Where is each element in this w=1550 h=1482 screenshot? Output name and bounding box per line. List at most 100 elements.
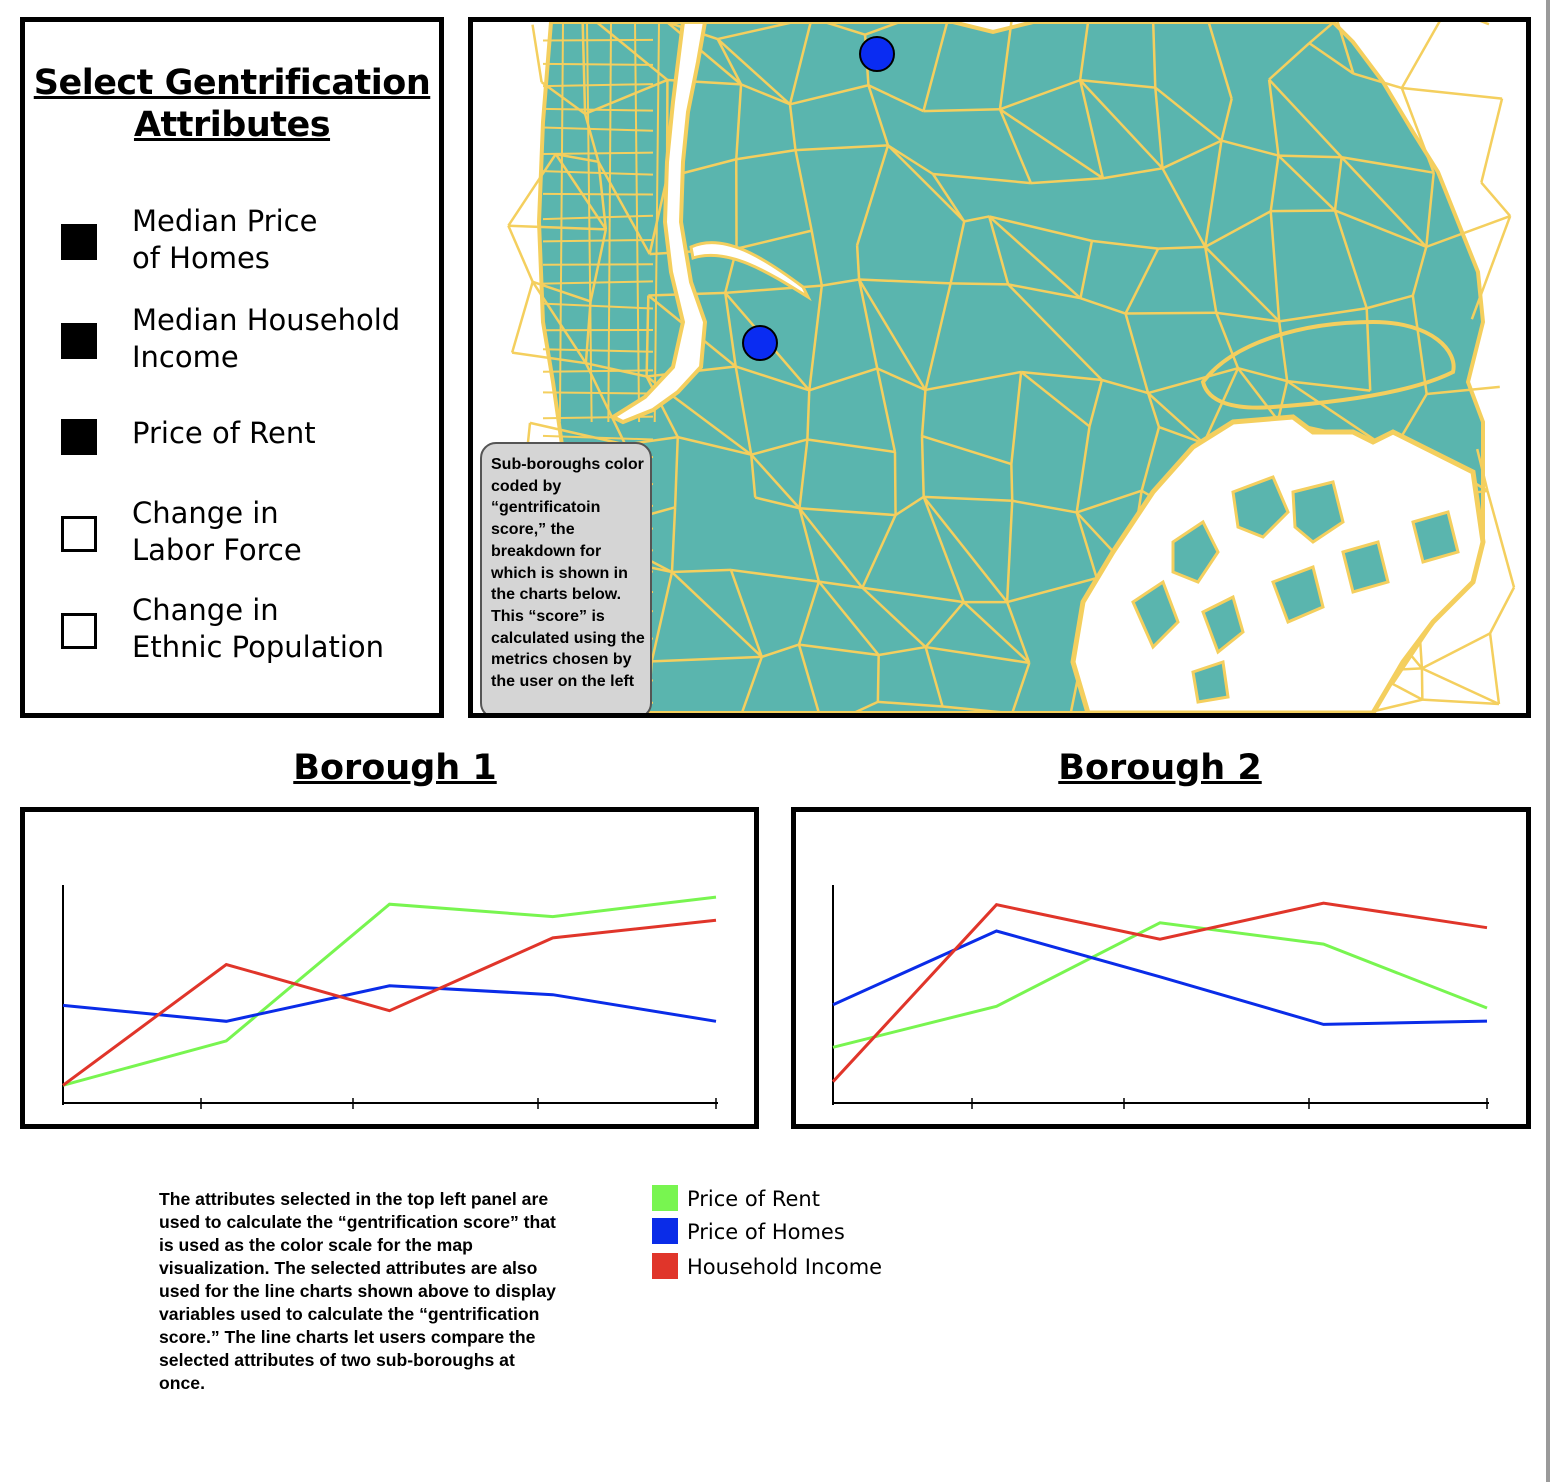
sub-borough-border bbox=[673, 437, 680, 508]
sub-borough-border bbox=[677, 435, 752, 456]
sub-borough-border bbox=[864, 22, 904, 36]
sub-borough-border bbox=[1158, 425, 1205, 445]
sub-borough-border bbox=[1216, 311, 1280, 323]
sub-borough-border bbox=[725, 284, 822, 295]
sub-borough-border bbox=[666, 22, 742, 86]
sub-borough-border bbox=[1333, 157, 1343, 211]
sub-borough-border bbox=[1421, 667, 1500, 706]
sub-borough-border bbox=[962, 601, 1031, 664]
sub-borough-border bbox=[920, 389, 927, 437]
sub-borough-border bbox=[1102, 167, 1163, 180]
sub-borough-border bbox=[734, 366, 753, 455]
line-chart-borough-2 bbox=[791, 807, 1531, 1129]
chart-plot-borough-2 bbox=[831, 885, 1489, 1109]
sub-borough-border bbox=[859, 278, 951, 285]
sub-borough-border bbox=[1333, 210, 1368, 309]
sub-borough-border bbox=[988, 215, 1093, 243]
sub-borough-border bbox=[511, 351, 587, 365]
sub-borough-border bbox=[1366, 294, 1414, 310]
sub-borough-border bbox=[750, 454, 757, 498]
river bbox=[608, 22, 708, 425]
sub-borough-border bbox=[1400, 87, 1435, 174]
sub-borough-border bbox=[1353, 72, 1403, 90]
attributes-panel: Select Gentrification Attributes Median … bbox=[20, 17, 444, 718]
sub-borough-border bbox=[653, 22, 660, 423]
borough-marker-1[interactable] bbox=[859, 36, 895, 72]
sub-borough-border bbox=[1125, 311, 1217, 315]
sub-borough-border bbox=[1012, 499, 1077, 514]
sub-borough-border bbox=[1080, 296, 1126, 315]
sub-borough-border bbox=[807, 438, 896, 454]
sub-borough-border bbox=[1221, 139, 1279, 157]
island bbox=[1131, 579, 1180, 650]
sub-borough-border bbox=[651, 655, 762, 663]
sub-borough-border bbox=[806, 390, 811, 440]
sub-borough-border bbox=[1237, 366, 1288, 383]
sub-borough-border bbox=[1203, 246, 1218, 313]
sub-borough-border bbox=[750, 438, 808, 456]
line-chart-borough-1 bbox=[20, 807, 759, 1129]
sub-borough-border bbox=[1161, 167, 1207, 248]
chart-plot-borough-1 bbox=[62, 885, 718, 1109]
chart-title-borough-1: Borough 1 bbox=[293, 748, 497, 788]
sub-borough-border bbox=[1422, 698, 1500, 706]
sub-borough-border bbox=[924, 601, 965, 648]
checkbox-change-ethnic-population[interactable] bbox=[61, 613, 97, 649]
sub-borough-border bbox=[862, 586, 964, 604]
sub-borough-border bbox=[670, 507, 677, 573]
option-label: Change in Ethnic Population bbox=[132, 593, 385, 664]
sub-borough-border bbox=[594, 22, 669, 81]
sub-borough-border bbox=[1207, 22, 1233, 100]
sub-borough-map[interactable] bbox=[473, 22, 1526, 713]
sub-borough-border bbox=[542, 391, 654, 395]
sub-borough-border bbox=[531, 24, 543, 83]
sub-borough-border bbox=[924, 283, 952, 391]
sub-borough-border bbox=[893, 451, 897, 516]
sub-borough-border bbox=[542, 369, 654, 373]
sub-borough-border bbox=[1075, 512, 1098, 579]
sub-borough-border bbox=[818, 580, 863, 589]
sub-borough-border bbox=[1076, 489, 1143, 514]
map-annotation: Sub-boroughs color coded by “gentrificat… bbox=[480, 442, 652, 713]
sub-borough-border bbox=[1400, 22, 1441, 89]
sub-borough-border bbox=[789, 84, 869, 106]
sub-borough-border bbox=[1147, 392, 1205, 445]
series-line-household-income bbox=[831, 901, 1488, 1083]
sub-borough-border bbox=[634, 22, 641, 423]
checkbox-price-of-rent[interactable] bbox=[61, 419, 97, 455]
checkbox-median-price-homes[interactable] bbox=[61, 224, 97, 260]
sub-borough-border bbox=[1270, 209, 1335, 213]
window-edge bbox=[1546, 0, 1550, 1482]
sub-borough-border bbox=[1278, 154, 1342, 159]
sub-borough-border bbox=[1341, 155, 1434, 174]
sub-borough-border bbox=[1336, 22, 1355, 74]
sub-borough-border bbox=[1161, 139, 1222, 170]
checkbox-median-household-income[interactable] bbox=[61, 323, 97, 359]
sub-borough-border bbox=[1308, 42, 1355, 75]
sub-borough-border bbox=[788, 104, 797, 151]
sub-borough-border bbox=[988, 216, 1010, 285]
sub-borough-border bbox=[1203, 140, 1223, 248]
attributes-panel-title: Select Gentrification Attributes bbox=[33, 63, 431, 145]
legend-label: Price of Homes bbox=[687, 1220, 845, 1244]
sub-borough-border bbox=[1237, 367, 1280, 422]
sub-borough-border bbox=[1479, 22, 1490, 26]
sub-borough-border bbox=[855, 245, 861, 280]
sub-borough-border bbox=[867, 84, 924, 113]
sub-borough-border bbox=[1268, 78, 1343, 159]
sub-borough-border bbox=[1020, 370, 1091, 428]
borough-marker-2[interactable] bbox=[742, 325, 778, 361]
sub-borough-border bbox=[1202, 367, 1240, 444]
bay bbox=[1070, 414, 1486, 713]
sub-borough-border bbox=[817, 580, 880, 656]
sub-borough-border bbox=[988, 215, 1082, 300]
sub-borough-border bbox=[1421, 632, 1491, 670]
sub-borough-border bbox=[1488, 586, 1516, 634]
checkbox-change-labor-force[interactable] bbox=[61, 516, 97, 552]
sub-borough-border bbox=[1079, 79, 1164, 170]
sub-borough-border bbox=[1006, 576, 1098, 604]
sub-borough-border bbox=[963, 215, 990, 223]
sub-borough-border bbox=[1365, 308, 1372, 391]
sub-borough-border bbox=[808, 367, 878, 392]
legend-item-rent: Price of Rent bbox=[652, 1185, 952, 1213]
